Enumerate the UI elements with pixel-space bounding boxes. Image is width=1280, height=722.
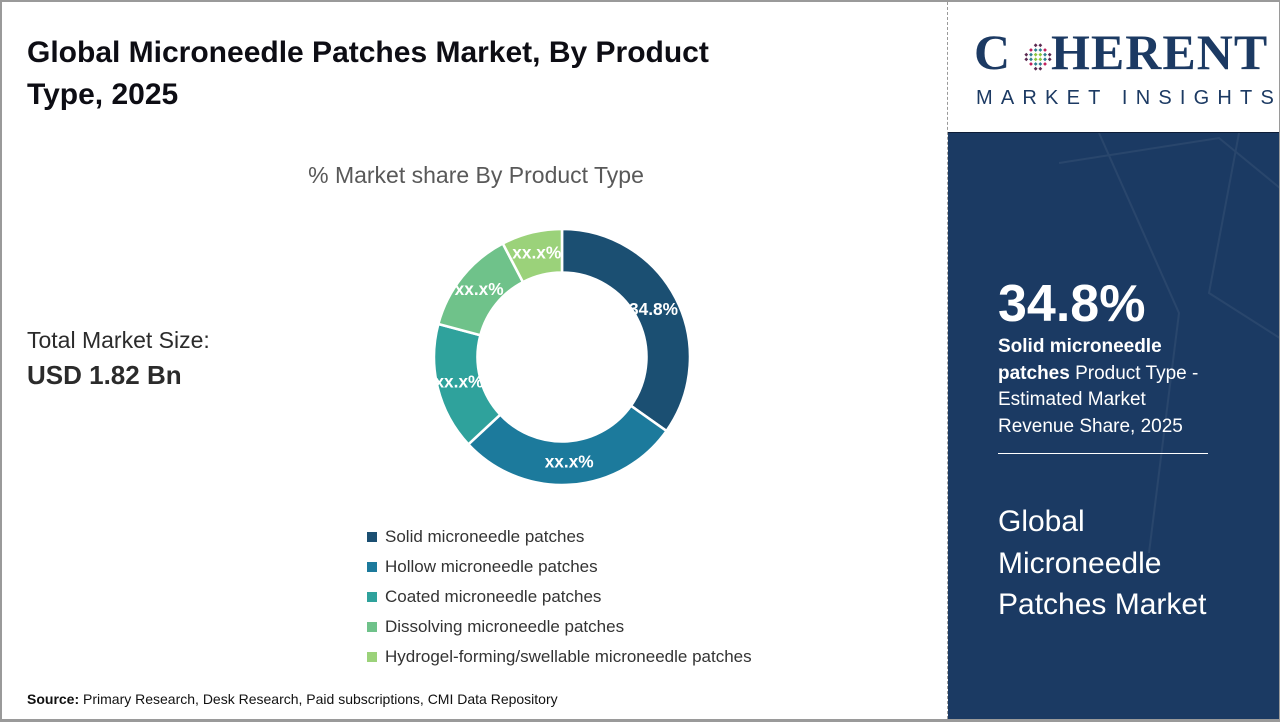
svg-text:34.8%: 34.8% — [629, 299, 678, 319]
svg-text:xx.x%: xx.x% — [455, 279, 504, 299]
svg-text:xx.x%: xx.x% — [545, 452, 594, 472]
svg-text:xx.x%: xx.x% — [512, 242, 561, 262]
svg-text:xx.x%: xx.x% — [434, 371, 483, 391]
